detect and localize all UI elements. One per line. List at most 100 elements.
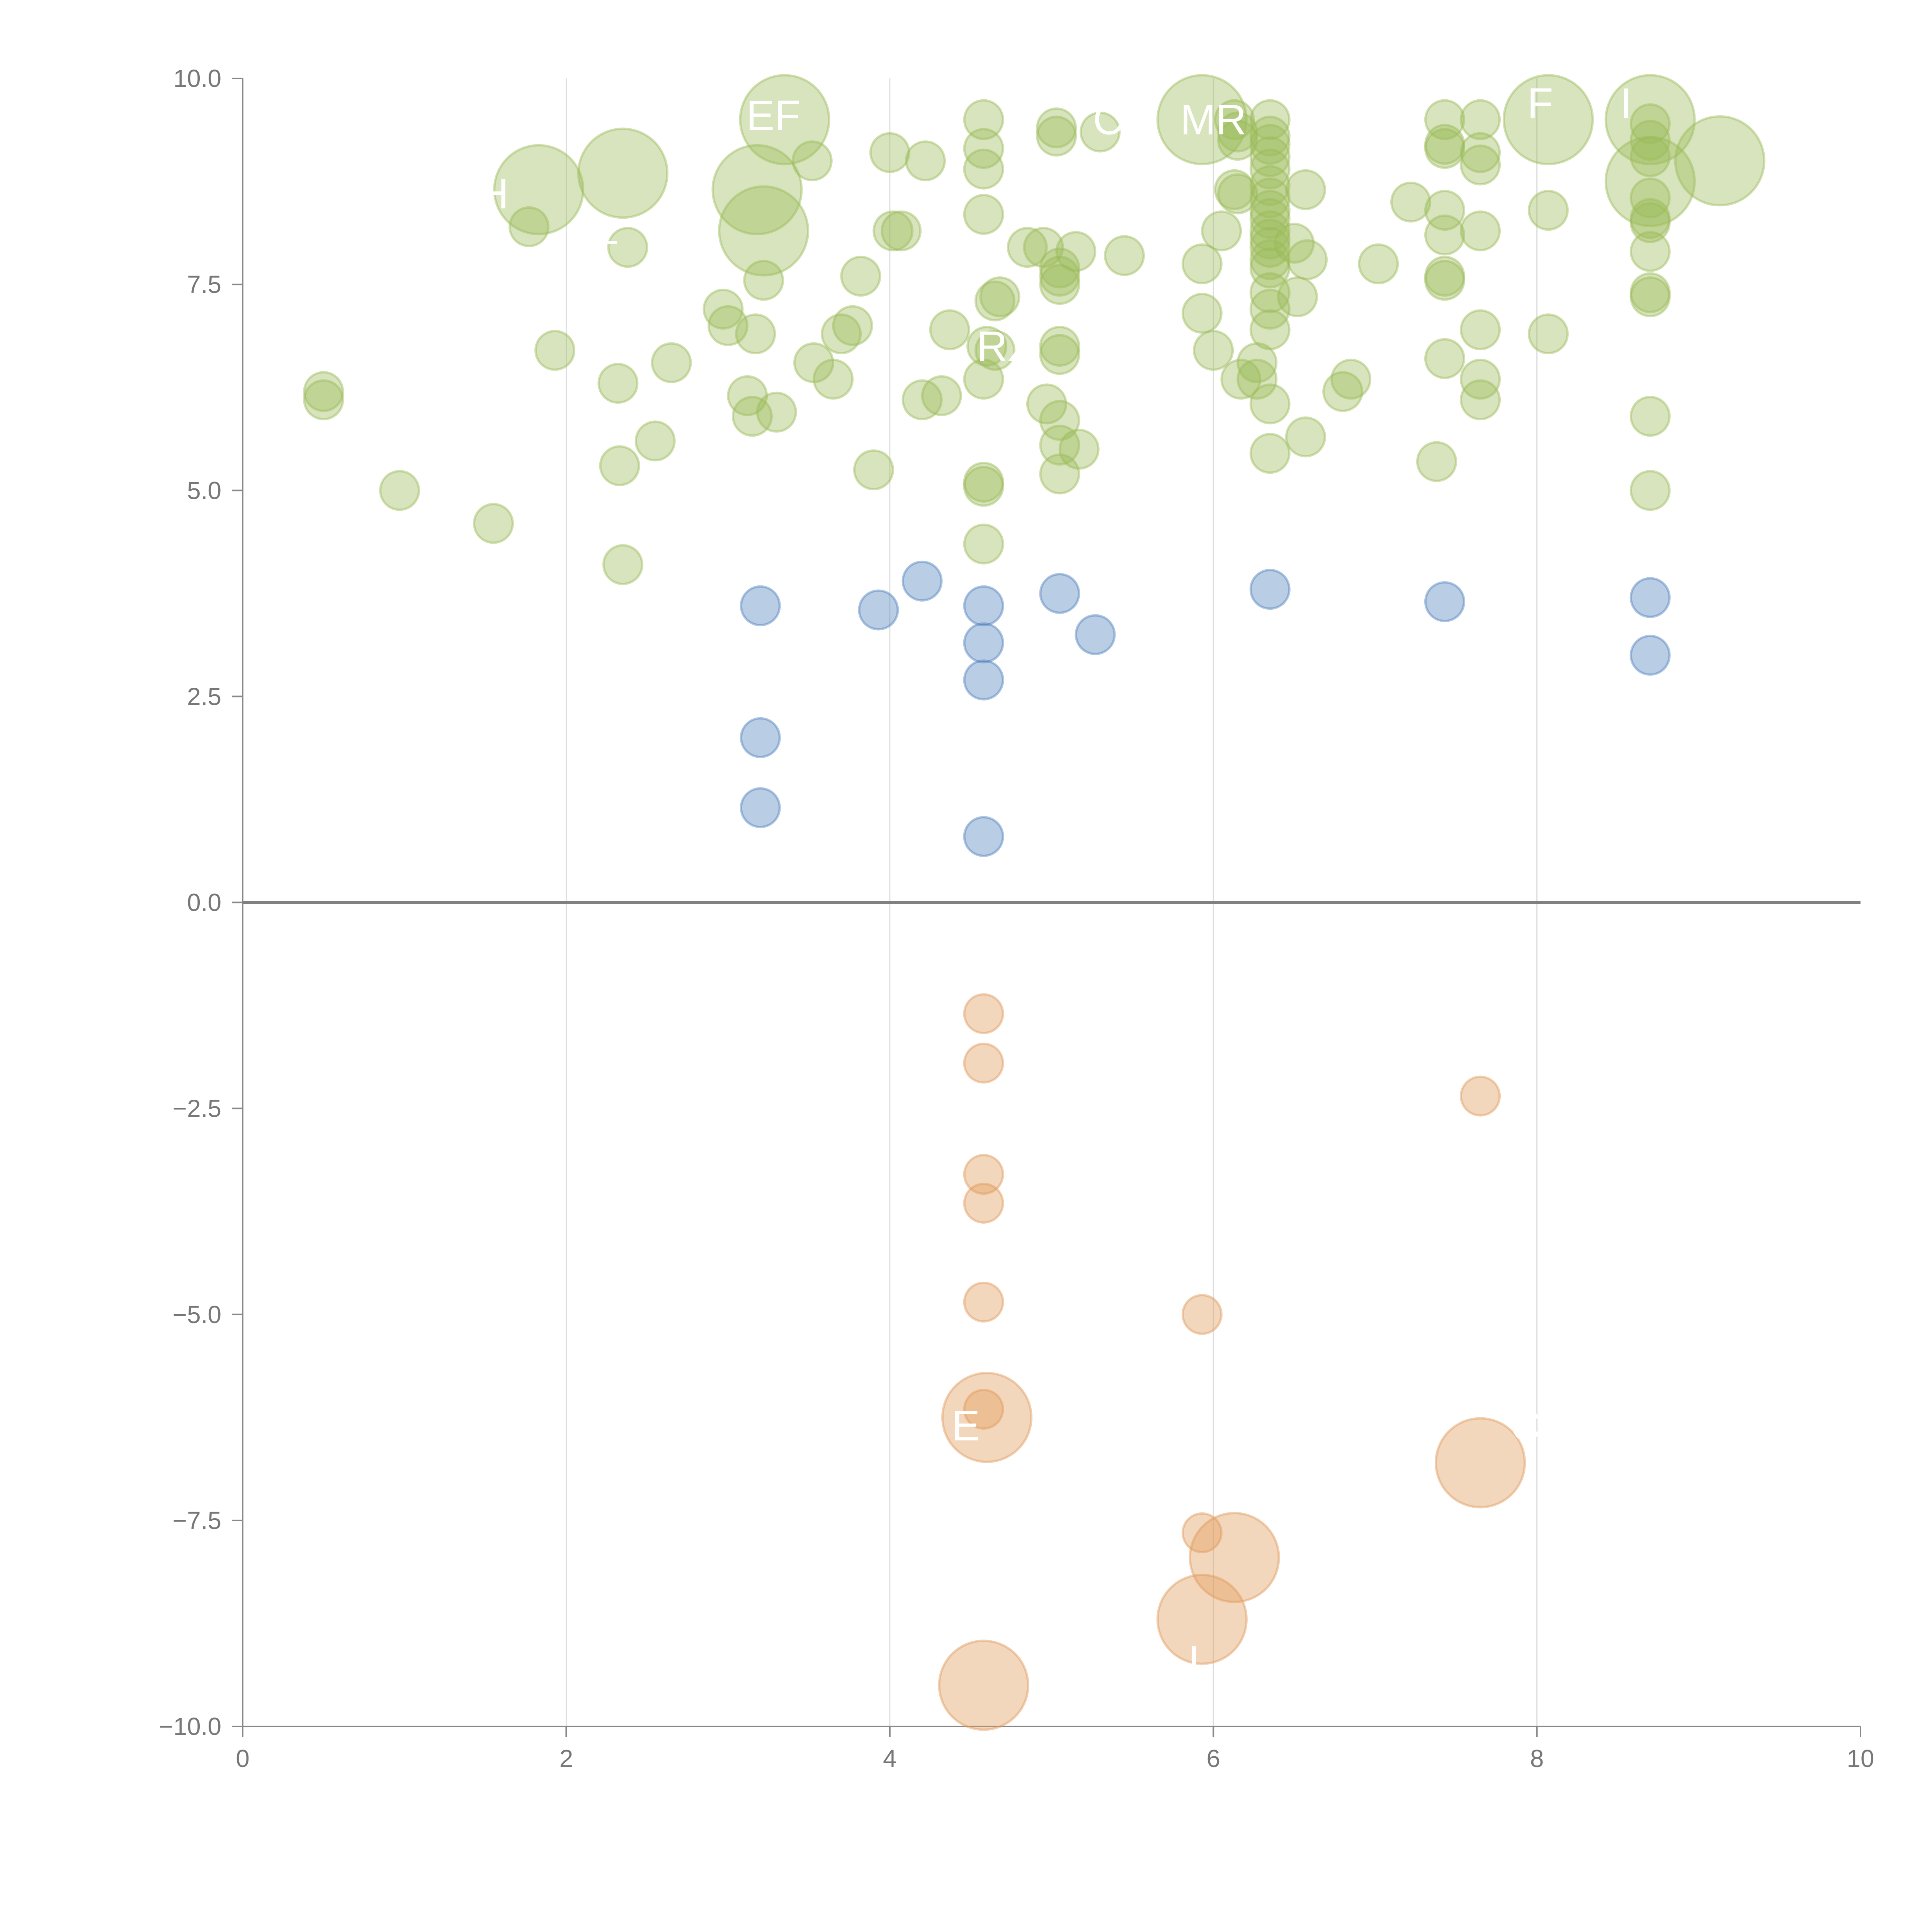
bubble-point-low: [1181, 1294, 1223, 1335]
bubble-point-high: [1322, 371, 1364, 412]
bubble-point-high: [974, 330, 1015, 371]
annotation-label: H: [478, 170, 509, 218]
annotation-label: E: [952, 1402, 980, 1450]
bubble-point-high: [1629, 177, 1671, 219]
annotation-label: C: [1093, 96, 1123, 144]
bubble-point-high: [1249, 165, 1291, 206]
bubble-point-high: [1249, 247, 1291, 289]
bubble-point-high: [1460, 144, 1501, 185]
bubble-point-high: [1527, 313, 1569, 355]
bubble-point-low: [963, 993, 1004, 1034]
bubble-point-high: [1629, 119, 1671, 161]
bubble-point-high: [1249, 136, 1291, 177]
bubble-point-high: [1390, 181, 1432, 223]
bubble-point-high: [1629, 272, 1671, 313]
bubble-point-high: [963, 466, 1004, 507]
bubble-point-high: [1023, 227, 1064, 268]
bubble-point-high: [1629, 276, 1671, 318]
bubble-point-mid: [1039, 573, 1080, 614]
bubble-point-mid: [1249, 569, 1291, 610]
y-tick-label: 7.5: [187, 270, 221, 298]
bubble-point-high: [599, 445, 640, 486]
tick-labels: 0 2 4 6 8 10 10.0 7.5 5.0 2.5 0.0 −2.5 −5.0 −7.5 −10.0: [159, 65, 1874, 1772]
bubble-point-high: [1039, 334, 1080, 375]
annotation-label: MR: [1180, 96, 1247, 144]
bubble-point-high: [1220, 359, 1262, 400]
bubble-point-high: [735, 313, 776, 355]
bubble-point-high: [1249, 190, 1291, 231]
bubble-point-high: [1249, 218, 1291, 260]
y-tick-label: −2.5: [173, 1095, 221, 1122]
bubble-point-high: [1249, 210, 1291, 252]
bubble-point-high: [1527, 190, 1569, 231]
bubble-layer: [303, 74, 1765, 1731]
bubble-point-high: [1358, 243, 1399, 284]
bubble-point-high: [303, 371, 344, 412]
x-tick-label: 4: [883, 1745, 897, 1772]
y-tick-label: −10.0: [159, 1713, 221, 1740]
bubble-point-high: [756, 391, 797, 433]
bubble-point-high: [711, 144, 803, 235]
bubble-point-high: [1629, 396, 1671, 437]
bubble-point-low: [963, 1388, 1004, 1430]
bubble-point-high: [1249, 227, 1291, 268]
bubble-point-low: [963, 1281, 1004, 1323]
bubble-point-high: [597, 363, 639, 404]
bubble-point-high: [1039, 424, 1080, 466]
bubble-point-high: [718, 185, 810, 277]
bubble-point-high: [1156, 74, 1248, 165]
bubble-point-low: [963, 1182, 1004, 1224]
bubble-point-high: [1039, 264, 1080, 305]
bubble-point-high: [1055, 231, 1097, 272]
annotation-label: -: [604, 216, 619, 263]
bubble-point-mid: [963, 622, 1004, 663]
bubble-point-high: [1217, 173, 1259, 214]
bubble-point-high: [1460, 132, 1501, 173]
annotation-label: F: [1527, 80, 1553, 127]
bubble-point-high: [1039, 400, 1080, 441]
bubble-point-high: [1424, 338, 1465, 379]
bubble-point-high: [1460, 309, 1501, 350]
annotation-label: C: [1510, 1402, 1541, 1450]
bubble-point-high: [1604, 74, 1696, 165]
y-tick-label: −7.5: [173, 1507, 221, 1534]
bubble-point-high: [1249, 309, 1291, 350]
bubble-point-high: [602, 544, 643, 585]
bubble-point-high: [1214, 169, 1255, 210]
annotation-label: I: [1188, 1637, 1200, 1684]
bubble-point-high: [1629, 470, 1671, 511]
bubble-point-low: [938, 1639, 1029, 1731]
bubble-point-high: [1181, 243, 1223, 284]
bubble-point-high: [966, 326, 1008, 367]
bubble-point-high: [1217, 111, 1259, 153]
bubble-point-high: [974, 280, 1015, 321]
y-tick-label: 10.0: [173, 65, 221, 92]
bubble-point-high: [1330, 359, 1372, 400]
bubble-point-mid: [1075, 614, 1116, 655]
bubble-point-high: [493, 144, 585, 235]
bubble-point-high: [651, 342, 692, 383]
bubble-point-high: [832, 305, 873, 346]
bubble-point-high: [813, 359, 854, 400]
bubble-point-mid: [858, 589, 899, 631]
annotation-label: I: [1620, 80, 1632, 127]
bubble-point-high: [1201, 210, 1242, 252]
bubble-point-high: [1007, 227, 1048, 268]
bubble-point-high: [869, 132, 910, 173]
bubble-point-high: [1274, 223, 1315, 264]
y-tick-label: −5.0: [173, 1301, 221, 1328]
bubble-point-high: [1424, 124, 1465, 165]
x-tick-label: 8: [1530, 1745, 1544, 1772]
bubble-point-high: [303, 379, 344, 420]
bubble-point-high: [963, 99, 1004, 140]
annotation-label: EF: [746, 92, 801, 139]
bubble-point-high: [1424, 128, 1465, 169]
bubble-point-high: [901, 379, 943, 420]
bubble-point-high: [1424, 255, 1465, 297]
bubble-point-high: [1217, 119, 1259, 161]
bubble-point-high: [634, 420, 676, 462]
bubble-point-high: [1036, 116, 1077, 157]
bubble-point-mid: [963, 585, 1004, 626]
bubble-point-high: [1039, 453, 1080, 495]
bubble-point-high: [727, 375, 768, 417]
